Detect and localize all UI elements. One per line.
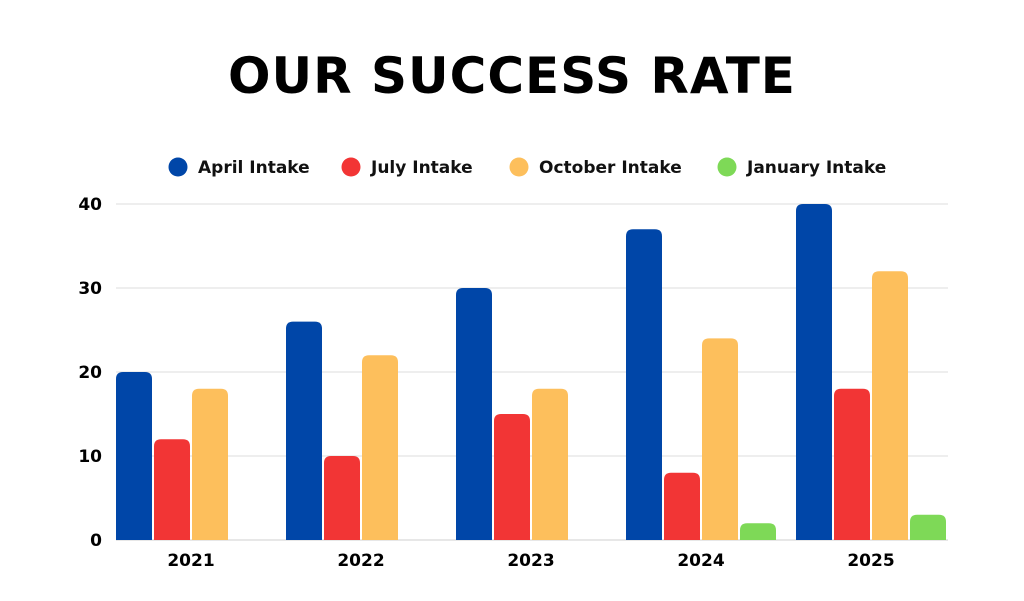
bar-2023-october-intake — [532, 388, 568, 540]
chart-title: OUR SUCCESS RATE — [228, 47, 796, 105]
bar-2021-july-intake — [154, 439, 190, 540]
bar-2024-july-intake — [664, 472, 700, 540]
x-tick-label: 2024 — [677, 551, 724, 571]
bar-2023-july-intake — [494, 414, 530, 540]
legend-marker-july-intake — [341, 157, 361, 177]
legend: April Intake July Intake October Intake Jan… — [168, 157, 886, 178]
bar-2025-january-intake — [910, 514, 946, 540]
bar-2024-april-intake — [626, 229, 662, 540]
bar-2025-october-intake — [872, 271, 908, 540]
y-axis: 0 10 20 30 40 — [78, 195, 102, 551]
y-tick-label: 40 — [78, 195, 102, 215]
legend-marker-april-intake — [168, 157, 188, 177]
bar-2021-october-intake — [192, 388, 228, 540]
y-tick-label: 30 — [78, 279, 102, 299]
y-tick-label: 10 — [78, 447, 102, 467]
legend-label: January Intake — [746, 158, 886, 178]
legend-label: July Intake — [370, 158, 473, 178]
bar-2025-july-intake — [834, 388, 870, 540]
legend-marker-october-intake — [509, 157, 529, 177]
y-tick-label: 0 — [90, 531, 102, 551]
y-tick-label: 20 — [78, 363, 102, 383]
bar-2021-april-intake — [116, 372, 152, 540]
bar-2023-april-intake — [456, 288, 492, 540]
bar-2022-october-intake — [362, 355, 398, 540]
bar-2025-april-intake — [796, 204, 832, 540]
x-tick-label: 2023 — [507, 551, 554, 571]
legend-label: April Intake — [198, 158, 310, 178]
x-tick-label: 2021 — [167, 551, 214, 571]
bars — [116, 204, 946, 540]
bar-2024-october-intake — [702, 338, 738, 540]
x-tick-label: 2022 — [337, 551, 384, 571]
legend-label: October Intake — [539, 158, 682, 178]
bar-2022-april-intake — [286, 321, 322, 540]
legend-marker-january-intake — [717, 157, 737, 177]
x-axis: 2021 2022 2023 2024 2025 — [167, 551, 894, 571]
x-tick-label: 2025 — [847, 551, 894, 571]
bar-2022-july-intake — [324, 456, 360, 540]
bar-2024-january-intake — [740, 523, 776, 540]
